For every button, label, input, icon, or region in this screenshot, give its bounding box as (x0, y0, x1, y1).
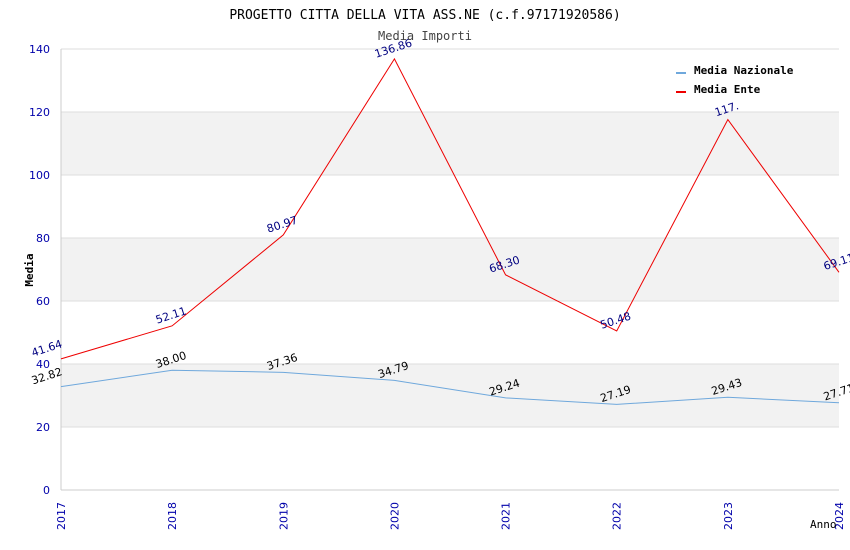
y-tick-label: 20 (36, 421, 50, 434)
y-tick-label: 80 (36, 232, 50, 245)
x-tick-label: 2018 (166, 502, 179, 530)
series-line-media-nazionale (60, 369, 840, 405)
data-label: 50.48 (599, 310, 633, 332)
legend-label-media-ente: Media Ente (694, 83, 761, 96)
x-tick-label: 2023 (722, 502, 735, 530)
plot-band (61, 364, 839, 427)
plot-band (61, 238, 839, 301)
x-tick-label: 2021 (500, 502, 513, 530)
axes (60, 49, 839, 491)
x-tick-label: 2024 (833, 502, 846, 530)
x-tick-label: 2019 (277, 502, 290, 530)
chart-title: PROGETTO CITTA DELLA VITA ASS.NE (c.f.97… (229, 8, 620, 23)
y-tick-labels: 0 20 40 60 80 100 120 140 (29, 43, 50, 497)
y-tick-label: 40 (36, 358, 50, 371)
series-line-media-ente (60, 57, 840, 360)
plot-bands (61, 112, 839, 427)
chart-subtitle: Media Importi (378, 29, 472, 43)
legend-label-media-nazionale: Media Nazionale (694, 64, 794, 77)
x-axis-label: Anno (810, 518, 837, 531)
x-tick-labels: 2017 2018 2019 2020 2021 2022 2023 2024 (55, 502, 846, 530)
legend: Media Nazionale Media Ente (676, 64, 794, 96)
data-label: 41.64 (30, 337, 64, 359)
y-axis-label: Media (23, 253, 36, 286)
plot-band (61, 112, 839, 175)
x-tick-label: 2022 (611, 502, 624, 530)
y-tick-label: 120 (29, 106, 50, 119)
y-tick-label: 60 (36, 295, 50, 308)
y-tick-label: 0 (43, 484, 50, 497)
data-label: 80.97 (265, 214, 299, 236)
data-label: 52.11 (154, 304, 188, 326)
series-lines (60, 57, 840, 405)
x-tick-label: 2020 (388, 502, 401, 530)
y-tick-label: 100 (29, 169, 50, 182)
y-tick-label: 140 (29, 43, 50, 56)
x-tick-label: 2017 (55, 502, 68, 530)
grid-lines (61, 48, 839, 491)
